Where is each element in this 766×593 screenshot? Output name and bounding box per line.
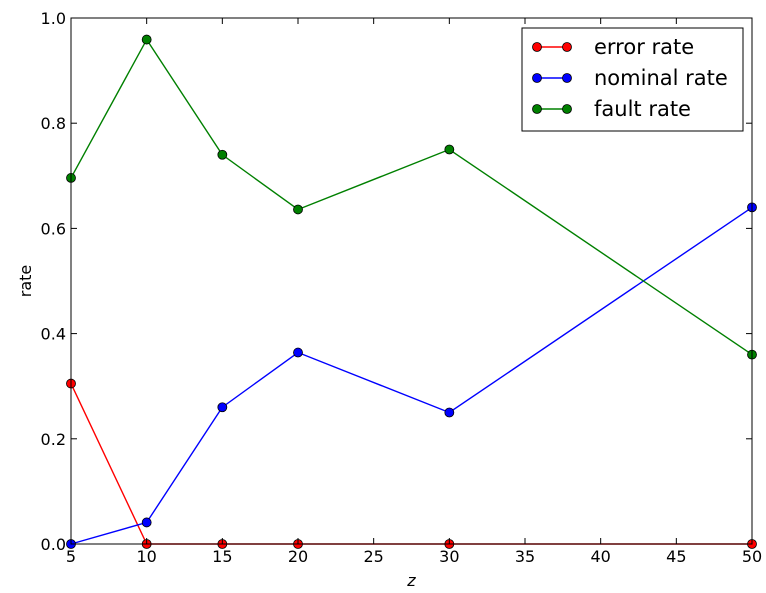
- y-tick-label: 1.0: [41, 9, 66, 28]
- data-point-nominal-rate: [141, 517, 152, 528]
- legend-label-fault-rate: fault rate: [594, 97, 691, 121]
- x-tick-label: 40: [590, 547, 610, 566]
- data-point-nominal-rate: [293, 347, 303, 358]
- series-line-fault-rate: [70, 38, 753, 356]
- x-axis-label: z: [406, 571, 416, 590]
- series-line-nominal-rate: [70, 206, 753, 545]
- y-tick-label: 0.8: [41, 114, 66, 133]
- x-tick-label: 15: [212, 547, 232, 566]
- y-axis-label: rate: [16, 265, 35, 298]
- data-point-fault-rate: [217, 149, 228, 160]
- legend-marker-error-rate: [532, 42, 542, 52]
- legend-label-error-rate: error rate: [594, 35, 694, 59]
- x-tick-label: 10: [136, 547, 156, 566]
- data-point-fault-rate: [293, 204, 303, 215]
- legend: error rate nominal rate fault rate: [521, 27, 744, 132]
- x-tick-label: 5: [66, 547, 76, 566]
- y-tick-label: 0.6: [41, 219, 66, 238]
- y-tick-label: 0.4: [41, 325, 66, 344]
- y-tick-label: 0.2: [41, 430, 66, 449]
- data-point-nominal-rate: [217, 402, 228, 413]
- x-tick-label: 45: [666, 547, 686, 566]
- y-tick-label: 0.0: [41, 535, 66, 554]
- series-line-error-rate: [70, 383, 752, 545]
- data-point-nominal-rate: [444, 407, 455, 418]
- legend-box: [521, 27, 744, 132]
- data-point-fault-rate: [141, 34, 152, 45]
- legend-label-nominal-rate: nominal rate: [594, 66, 728, 90]
- x-tick-label: 30: [439, 547, 459, 566]
- x-tick-label: 50: [742, 547, 762, 566]
- x-tick-label: 25: [363, 547, 383, 566]
- data-point-fault-rate: [444, 144, 455, 155]
- legend-marker-nominal-rate: [532, 73, 542, 83]
- legend-marker-fault-rate: [532, 104, 542, 114]
- legend-marker-fault-rate: [562, 104, 572, 114]
- legend-marker-error-rate: [562, 42, 572, 52]
- legend-marker-nominal-rate: [562, 73, 572, 83]
- x-tick-label: 35: [515, 547, 535, 566]
- axis-ticks: 5 10 15 20 25 30 35 40 45 50 0.0 0.2 0.4 0.6 0.8 1.0: [41, 9, 763, 566]
- x-tick-label: 20: [288, 547, 308, 566]
- plot-frame: [70, 17, 753, 545]
